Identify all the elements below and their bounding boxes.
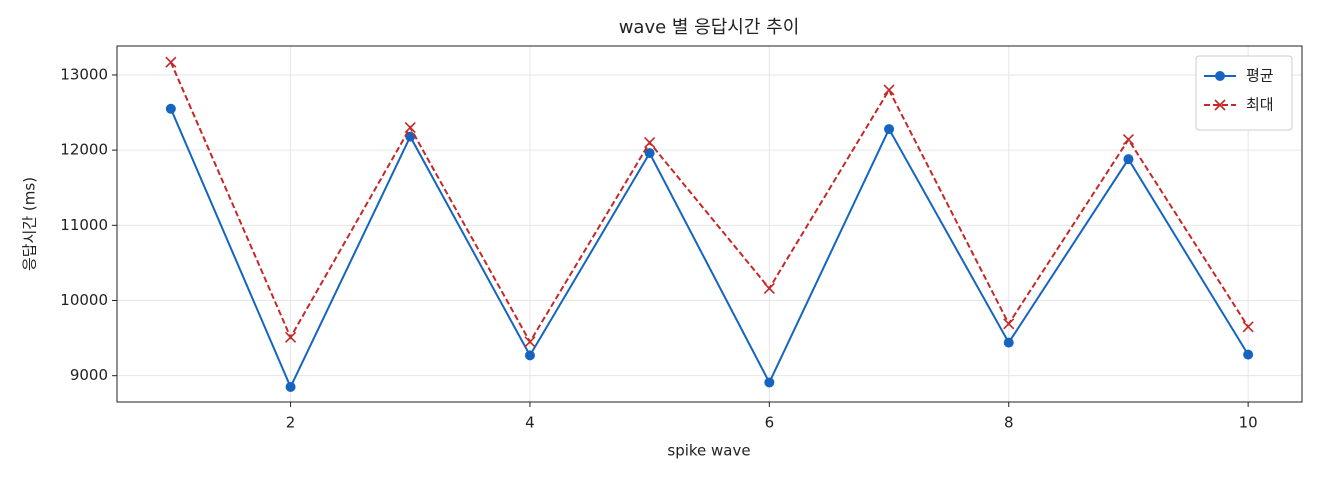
marker bbox=[524, 350, 535, 361]
marker bbox=[1243, 349, 1254, 360]
plot-frame bbox=[116, 45, 1303, 403]
y-axis-label: 응답시간 (ms) bbox=[21, 177, 39, 271]
y-tick-label: 9000 bbox=[70, 366, 108, 384]
series-line bbox=[169, 108, 1249, 390]
marker bbox=[644, 148, 655, 159]
y-tick-label: 12000 bbox=[60, 141, 108, 159]
marker bbox=[1122, 134, 1135, 146]
x-tick-label: 10 bbox=[1239, 414, 1258, 432]
marker bbox=[1242, 321, 1254, 333]
marker bbox=[763, 282, 775, 295]
series-line bbox=[169, 61, 1249, 344]
marker bbox=[284, 331, 297, 343]
marker bbox=[1003, 318, 1015, 330]
marker bbox=[883, 84, 895, 96]
legend-label: 최대 bbox=[1246, 96, 1274, 114]
marker bbox=[165, 103, 176, 114]
marker bbox=[524, 336, 536, 348]
legend-label: 평균 bbox=[1246, 67, 1274, 85]
marker bbox=[1214, 99, 1226, 111]
x-tick-label: 4 bbox=[525, 414, 535, 432]
y-tick-label: 10000 bbox=[60, 291, 108, 309]
marker bbox=[764, 377, 775, 388]
marker bbox=[644, 137, 656, 149]
legend-box bbox=[1195, 55, 1293, 131]
chart-title: wave 별 응답시간 추이 bbox=[619, 17, 800, 38]
x-tick-label: 6 bbox=[765, 414, 775, 432]
marker bbox=[1003, 337, 1014, 348]
marker bbox=[1123, 154, 1134, 165]
marker bbox=[165, 56, 177, 68]
marker bbox=[404, 122, 416, 134]
marker bbox=[405, 131, 416, 142]
marker bbox=[1215, 71, 1225, 81]
y-tick-label: 13000 bbox=[60, 65, 108, 83]
x-tick-label: 2 bbox=[286, 414, 296, 432]
x-tick-label: 8 bbox=[1004, 414, 1014, 432]
y-tick-label: 11000 bbox=[60, 216, 108, 234]
marker bbox=[884, 124, 895, 135]
x-axis-label: spike wave bbox=[667, 442, 750, 460]
marker bbox=[285, 381, 296, 392]
